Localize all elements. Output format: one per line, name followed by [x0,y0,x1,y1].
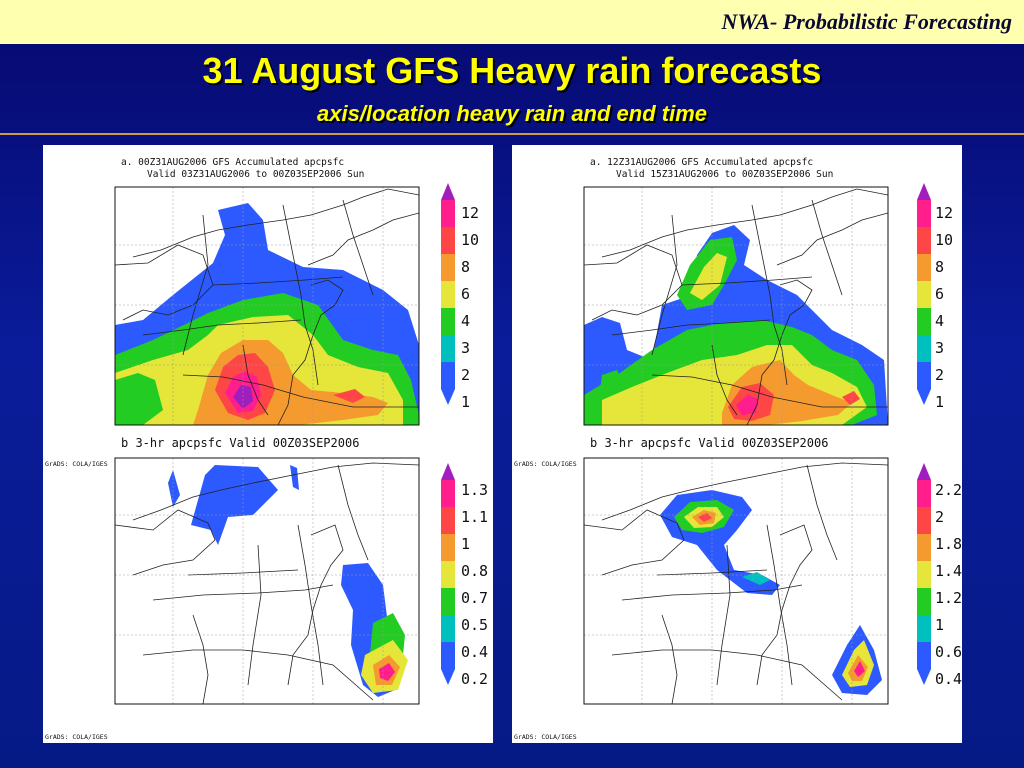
legend-label: 2.2 [935,481,962,499]
top-map-title-line2: Valid 15Z31AUG2006 to 00Z03SEP2006 Sun [616,169,833,180]
legend-label: 1 [935,393,944,411]
precip-field [168,465,408,697]
legend-label: 1 [461,393,470,411]
legend-label: 8 [461,258,470,276]
bottom-legend-00z: 1.3 1.1 1 0.8 0.7 0.5 0.4 0.2 [441,463,488,688]
map-gridlines [584,458,888,704]
bottom-map-title: b 3-hr apcpsfc Valid 00Z03SEP2006 [121,436,359,450]
legend-label: 0.8 [461,562,488,580]
map-boundaries [115,462,419,704]
legend-label: 10 [935,231,953,249]
legend-label: 1 [935,616,944,634]
slide-subtitle: axis/location heavy rain and end time [316,101,708,126]
grads-credit: GrADS: COLA/IGES [514,460,577,468]
header-bar [0,0,1024,44]
precip-field [115,203,419,425]
legend-label: 8 [935,258,944,276]
header-org: NWA- [721,9,778,34]
forecast-figure-12z: a. 12Z31AUG2006 GFS Accumulated apcpsfc … [514,157,962,741]
legend-label: 2 [935,366,944,384]
bottom-3hr-map [583,457,889,705]
bottom-map-title: b 3-hr apcpsfc Valid 00Z03SEP2006 [590,436,828,450]
legend-label: 4 [461,312,470,330]
legend-label: 1 [461,535,470,553]
legend-label: 3 [461,339,470,357]
top-map-title-line1: a. 12Z31AUG2006 GFS Accumulated apcpsfc [590,157,813,168]
header-topic: Probabilistic Forecasting [782,9,1012,34]
forecast-panel-00z: a. 00Z31AUG2006 GFS Accumulated apcpsfc … [43,145,493,743]
map-boundaries [584,462,888,704]
legend-label: 0.4 [461,643,488,661]
legend-label: 12 [461,204,479,222]
legend-label: 0.4 [935,670,962,688]
legend-label: 2 [461,366,470,384]
grads-credit: GrADS: COLA/IGES [45,733,108,741]
legend-label: 0.6 [935,643,962,661]
bottom-legend-12z: 2.2 2 1.8 1.4 1.2 1 0.6 0.4 [917,463,962,688]
legend-label: 1.1 [461,508,488,526]
top-legend-00z: 12 10 8 6 4 3 2 1 [441,183,479,411]
legend-label: 1.2 [935,589,962,607]
map-gridlines [115,187,419,425]
legend-label: 0.2 [461,670,488,688]
legend-label: 1.8 [935,535,962,553]
top-accum-map [114,186,420,426]
legend-label: 2 [935,508,944,526]
top-map-title-line1: a. 00Z31AUG2006 GFS Accumulated apcpsfc [121,157,344,168]
header-caption: NWA- Probabilistic Forecasting [721,9,1012,35]
legend-label: 0.5 [461,616,488,634]
forecast-panel-12z: a. 12Z31AUG2006 GFS Accumulated apcpsfc … [512,145,962,743]
precip-field [660,490,882,695]
grads-credit: GrADS: COLA/IGES [45,460,108,468]
legend-label: 10 [461,231,479,249]
legend-label: 1.3 [461,481,488,499]
forecast-figure-00z: a. 00Z31AUG2006 GFS Accumulated apcpsfc … [45,157,488,741]
legend-label: 6 [461,285,470,303]
slide-title: 31 August GFS Heavy rain forecasts [202,50,822,91]
legend-label: 1.4 [935,562,962,580]
title-divider [0,133,1024,135]
map-boundaries [584,188,888,425]
map-gridlines [584,187,888,425]
legend-label: 6 [935,285,944,303]
top-legend-12z: 12 10 8 6 4 3 2 1 [917,183,953,411]
grads-credit: GrADS: COLA/IGES [514,733,577,741]
top-accum-map [583,186,889,426]
map-boundaries [115,188,419,425]
legend-label: 4 [935,312,944,330]
legend-label: 3 [935,339,944,357]
legend-label: 12 [935,204,953,222]
top-map-title-line2: Valid 03Z31AUG2006 to 00Z03SEP2006 Sun [147,169,364,180]
bottom-3hr-map [114,457,420,705]
map-gridlines [115,458,419,704]
legend-label: 0.7 [461,589,488,607]
